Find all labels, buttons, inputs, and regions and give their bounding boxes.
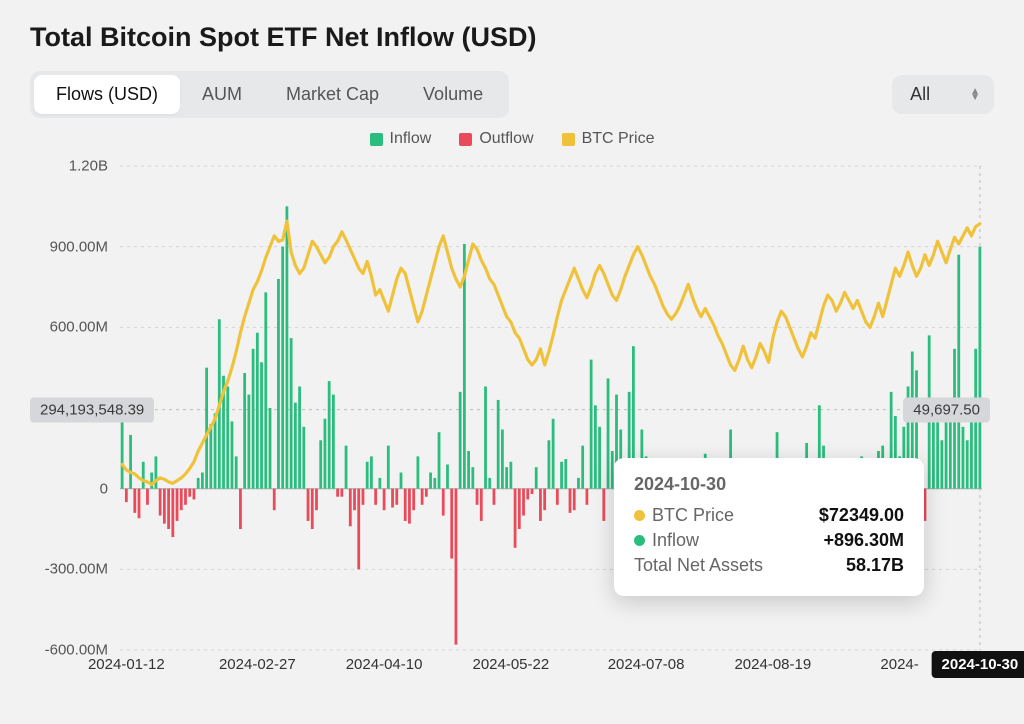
tab-aum[interactable]: AUM: [180, 75, 264, 114]
tooltip-dot-icon: [634, 535, 645, 546]
x-axis-label: 2024-01-12: [88, 656, 165, 673]
x-axis-label: 2024-02-27: [219, 656, 296, 673]
legend-item: Inflow: [370, 130, 432, 148]
x-axis-label: 2024-: [880, 656, 918, 673]
tooltip-row: Total Net Assets58.17B: [634, 555, 904, 576]
legend-swatch: [562, 133, 575, 146]
legend-label: BTC Price: [582, 130, 655, 148]
chart-title: Total Bitcoin Spot ETF Net Inflow (USD): [30, 22, 994, 53]
chart-svg: [30, 154, 990, 694]
x-axis-label: 2024-04-10: [346, 656, 423, 673]
x-axis-label: 2024-08-19: [734, 656, 811, 673]
tooltip-row: BTC Price$72349.00: [634, 505, 904, 526]
range-select[interactable]: All ▲▼: [892, 75, 994, 114]
controls-row: Flows (USD)AUMMarket CapVolume All ▲▼: [30, 71, 994, 118]
x-highlight-badge: 2024-10-30: [932, 651, 1024, 678]
legend-item: Outflow: [459, 130, 533, 148]
chevron-updown-icon: ▲▼: [970, 89, 980, 101]
chart: 1.20B900.00M600.00M0-300.00M-600.00M2024…: [30, 154, 990, 694]
y-value-badge-left: 294,193,548.39: [30, 397, 154, 422]
legend-swatch: [459, 133, 472, 146]
y-axis-label: 600.00M: [50, 319, 108, 336]
range-label: All: [910, 84, 930, 105]
legend-item: BTC Price: [562, 130, 655, 148]
tooltip-dot-icon: [634, 510, 645, 521]
tab-market-cap[interactable]: Market Cap: [264, 75, 401, 114]
tooltip-row: Inflow+896.30M: [634, 530, 904, 551]
legend-label: Outflow: [479, 130, 533, 148]
y-value-badge-right: 49,697.50: [903, 397, 990, 422]
tab-volume[interactable]: Volume: [401, 75, 505, 114]
y-axis-label: 900.00M: [50, 238, 108, 255]
y-axis-label: 1.20B: [69, 158, 108, 175]
tabs: Flows (USD)AUMMarket CapVolume: [30, 71, 509, 118]
legend-label: Inflow: [390, 130, 432, 148]
x-axis-label: 2024-07-08: [608, 656, 685, 673]
legend: Inflow Outflow BTC Price: [30, 130, 994, 148]
y-axis-label: -300.00M: [45, 561, 108, 578]
y-axis-label: 0: [100, 480, 108, 497]
tooltip: 2024-10-30 BTC Price$72349.00 Inflow+896.3…: [614, 458, 924, 596]
legend-swatch: [370, 133, 383, 146]
tooltip-date: 2024-10-30: [634, 474, 904, 495]
tab-flows-usd-[interactable]: Flows (USD): [34, 75, 180, 114]
x-axis-label: 2024-05-22: [472, 656, 549, 673]
